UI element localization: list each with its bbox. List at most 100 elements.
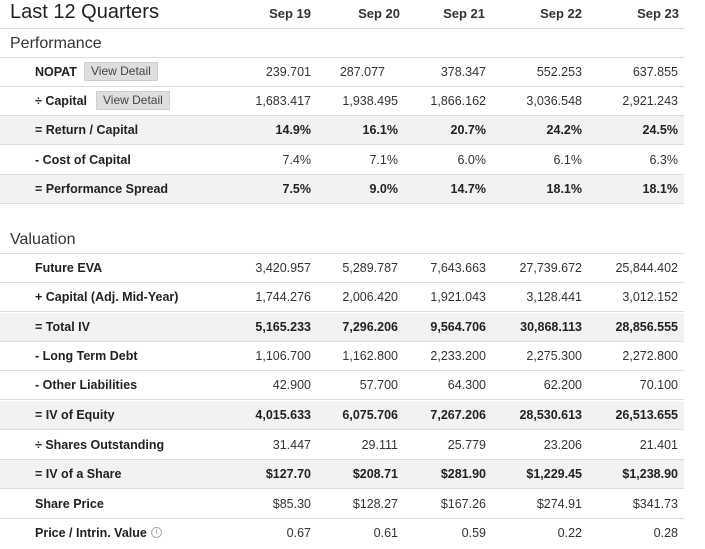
table-row: Share Price $85.30 $128.27 $167.26 $274.… [0,490,684,519]
row-label: - Other Liabilities [35,378,138,392]
cell-value: 21.401 [639,438,678,452]
cell-value: $341.73 [632,497,678,511]
cell-value: 0.59 [461,526,486,540]
cell-value: 2,006.420 [342,290,398,304]
cell-value: 9.0% [369,182,399,196]
cell-value: $281.90 [440,467,486,481]
row-label: NOPAT [35,65,77,79]
divider [0,57,684,58]
table-row: = IV of a Share $127.70 $208.71 $281.90 … [0,460,684,489]
cell-value: 0.22 [557,526,582,540]
row-label: ÷ Capital [35,94,88,108]
column-header: Sep 22 [540,6,582,21]
cell-value: 27,739.672 [519,261,582,275]
cell-value: 42.900 [272,378,311,392]
cell-value: 2,233.200 [430,349,486,363]
cell-value: 26,513.655 [615,408,678,422]
cell-value: 7,296.206 [342,320,398,334]
cell-value: $85.30 [272,497,311,511]
cell-value: 18.1% [642,182,678,196]
cell-value: 70.100 [639,378,678,392]
cell-value: $1,229.45 [526,467,582,481]
row-label: = IV of Equity [35,408,115,422]
cell-value: 1,683.417 [255,94,311,108]
cell-value: 0.67 [286,526,311,540]
cell-value: 7,267.206 [430,408,486,422]
cell-value: 3,012.152 [622,290,678,304]
cell-value: 378.347 [440,65,486,79]
table-row: = IV of Equity 4,015.633 6,075.706 7,267… [0,401,684,430]
cell-value: 28,530.613 [519,408,582,422]
row-label: Share Price [35,497,104,511]
cell-value: 31.447 [272,438,311,452]
cell-value: 7.4% [282,153,312,167]
table-row: = Performance Spread 7.5% 9.0% 14.7% 18.… [0,175,684,204]
cell-value: 25.779 [447,438,486,452]
cell-value: 4,015.633 [255,408,311,422]
cell-value: 6,075.706 [342,408,398,422]
cell-value: 5,289.787 [342,261,398,275]
cell-value: 6.1% [553,153,583,167]
cell-value: $128.27 [352,497,398,511]
cell-value: 6.3% [649,153,679,167]
table-row: = Total IV 5,165.233 7,296.206 9,564.706… [0,313,684,342]
table-row: NOPAT View Detail 239.701 287.077 378.34… [0,58,684,87]
cell-value: $127.70 [265,467,311,481]
table-row: ÷ Capital View Detail 1,683.417 1,938.49… [0,87,684,116]
cell-value: $274.91 [536,497,582,511]
cell-value: 24.2% [546,123,582,137]
cell-value: 29.111 [361,438,398,452]
cell-value: 62.200 [543,378,582,392]
cell-value: 5,165.233 [255,320,311,334]
cell-value: 25,844.402 [615,261,678,275]
cell-value: 7,643.663 [430,261,486,275]
cell-value: 24.5% [642,123,678,137]
cell-value: $1,238.90 [622,467,678,481]
column-header: Sep 20 [358,6,400,21]
table-row: Price / Intrin. Value i 0.67 0.61 0.59 0… [0,519,684,548]
cell-value: 1,744.276 [255,290,311,304]
cell-value: 1,866.162 [430,94,486,108]
table-row: Future EVA 3,420.957 5,289.787 7,643.663… [0,254,684,283]
cell-value: 18.1% [546,182,582,196]
cell-value: 16.1% [362,123,398,137]
row-label: ÷ Shares Outstanding [35,438,165,452]
cell-value: 3,036.548 [526,94,582,108]
table-row: + Capital (Adj. Mid-Year) 1,744.276 2,00… [0,283,684,312]
cell-value: 28,856.555 [615,320,678,334]
cell-value: 1,106.700 [255,349,311,363]
cell-value: $208.71 [352,467,398,481]
cell-value: 7.1% [369,153,399,167]
cell-value: 9,564.706 [430,320,486,334]
row-label: = Total IV [35,320,90,334]
cell-value: 1,162.800 [342,349,398,363]
row-label: + Capital (Adj. Mid-Year) [35,290,179,304]
cell-value: 2,275.300 [526,349,582,363]
row-label: Price / Intrin. Value [35,526,147,540]
cell-value: 1,938.495 [342,94,398,108]
cell-value: 1,921.043 [430,290,486,304]
row-label: Future EVA [35,261,103,275]
info-icon[interactable]: i [151,527,162,538]
cell-value: 239.701 [265,65,311,79]
cell-value: 287.077 [339,65,385,79]
cell-value: 0.28 [653,526,678,540]
view-detail-button[interactable]: View Detail [84,62,158,81]
table-row: = Return / Capital 14.9% 16.1% 20.7% 24.… [0,116,684,145]
table-row: - Other Liabilities 42.900 57.700 64.300… [0,371,684,400]
cell-value: 14.9% [275,123,311,137]
row-label: = Return / Capital [35,123,139,137]
cell-value: 20.7% [450,123,486,137]
cell-value: 23.206 [543,438,582,452]
table-row: - Cost of Capital 7.4% 7.1% 6.0% 6.1% 6.… [0,146,684,175]
cell-value: 3,420.957 [255,261,311,275]
view-detail-button[interactable]: View Detail [96,91,170,110]
divider [0,253,684,254]
row-label: - Cost of Capital [35,153,131,167]
cell-value: 2,921.243 [622,94,678,108]
table-header: Last 12 Quarters Sep 19 Sep 20 Sep 21 Se… [0,0,684,29]
cell-value: 64.300 [447,378,486,392]
page-title: Last 12 Quarters [10,1,159,23]
row-label: - Long Term Debt [35,349,138,363]
section-heading-performance: Performance [10,35,102,52]
